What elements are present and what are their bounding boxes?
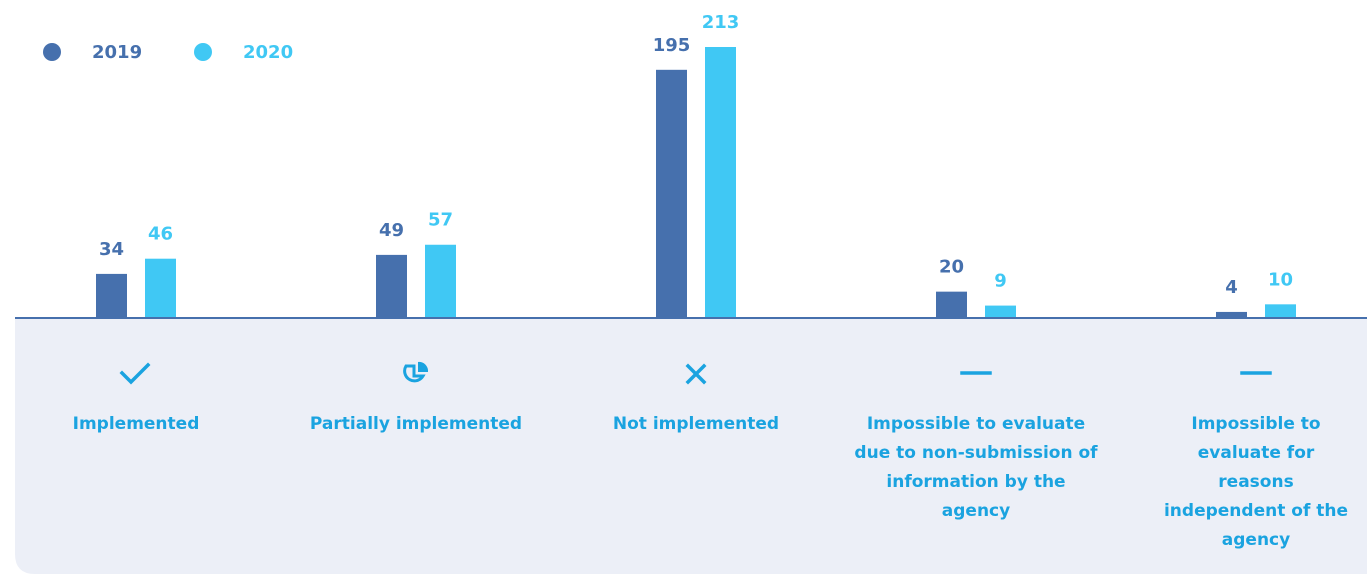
bar xyxy=(705,47,736,317)
bar xyxy=(96,273,127,317)
value-label: 57 xyxy=(428,210,453,231)
icons xyxy=(119,361,1272,385)
legend-marker xyxy=(43,43,61,61)
value-label: 9 xyxy=(994,271,1007,292)
value-label: 10 xyxy=(1268,269,1293,290)
category-label: Impossible to evaluate for reasons indep… xyxy=(1163,414,1349,550)
value-label: 34 xyxy=(99,239,124,260)
value-label: 213 xyxy=(702,12,740,33)
bar xyxy=(425,244,456,317)
bar xyxy=(376,254,407,317)
value-label: 20 xyxy=(939,257,964,278)
category-label: Implemented xyxy=(72,414,200,434)
bar xyxy=(1265,304,1296,317)
category-label: Not implemented xyxy=(612,414,780,434)
bar xyxy=(145,258,176,317)
category-label: Partially implemented xyxy=(309,414,523,434)
value-label: 49 xyxy=(379,220,404,241)
legend-marker xyxy=(194,43,212,61)
bar xyxy=(985,305,1016,317)
legend-label: 2019 xyxy=(92,42,142,63)
bar xyxy=(656,69,687,318)
bar xyxy=(936,291,967,317)
label-panel xyxy=(15,318,1367,574)
value-label: 195 xyxy=(653,35,691,56)
value-label: 46 xyxy=(148,224,173,245)
x-icon xyxy=(685,363,707,385)
check-icon xyxy=(119,362,151,385)
legend-label: 2020 xyxy=(243,42,293,63)
pie-icon xyxy=(403,361,429,383)
category-label: Impossible to evaluate due to non-submis… xyxy=(854,414,1098,521)
value-label: 4 xyxy=(1225,277,1238,298)
bar xyxy=(1216,311,1247,317)
